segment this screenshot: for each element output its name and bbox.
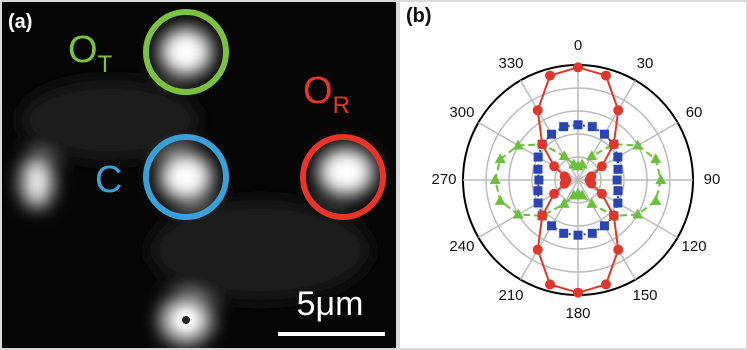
point bbox=[558, 197, 570, 208]
point bbox=[613, 198, 623, 208]
series bbox=[533, 120, 623, 240]
point bbox=[547, 221, 557, 231]
point bbox=[558, 150, 570, 161]
point bbox=[545, 70, 556, 81]
ring-core bbox=[182, 316, 190, 324]
point bbox=[545, 279, 556, 290]
point bbox=[533, 152, 543, 162]
point bbox=[613, 186, 623, 196]
point bbox=[494, 153, 506, 164]
theta-tick-label: 60 bbox=[686, 104, 703, 121]
point bbox=[573, 62, 583, 73]
point bbox=[568, 189, 580, 200]
point bbox=[568, 158, 580, 169]
marker-label: OT bbox=[68, 29, 113, 78]
circle-c bbox=[143, 134, 229, 220]
point bbox=[586, 197, 598, 208]
theta-tick-label: 120 bbox=[682, 238, 707, 255]
point bbox=[586, 150, 598, 161]
grid-spoke bbox=[478, 179, 579, 239]
theta-tick-label: 330 bbox=[498, 55, 523, 72]
point bbox=[612, 175, 622, 185]
theta-tick-label: 210 bbox=[498, 287, 523, 304]
theta-tick-label: 270 bbox=[431, 171, 456, 188]
marker-label: OR bbox=[303, 70, 350, 119]
point bbox=[573, 120, 583, 130]
point bbox=[537, 210, 548, 221]
point bbox=[600, 70, 611, 81]
point bbox=[532, 244, 543, 255]
point bbox=[587, 122, 597, 132]
point bbox=[599, 129, 609, 139]
panel-label: (b) bbox=[406, 5, 432, 27]
point bbox=[576, 158, 588, 169]
point bbox=[608, 210, 619, 221]
theta-tick-label: 0 bbox=[574, 37, 582, 54]
theta-tick-label: 90 bbox=[704, 171, 721, 188]
point bbox=[549, 188, 560, 199]
point bbox=[650, 153, 662, 164]
point bbox=[534, 175, 544, 185]
point bbox=[586, 178, 597, 189]
glow bbox=[20, 28, 374, 344]
point bbox=[547, 129, 557, 139]
marker-label: C bbox=[95, 159, 122, 201]
point bbox=[533, 186, 543, 196]
point bbox=[613, 164, 623, 174]
point bbox=[573, 230, 583, 240]
point bbox=[608, 139, 619, 150]
point bbox=[632, 208, 644, 219]
point bbox=[559, 171, 570, 182]
point bbox=[489, 174, 501, 184]
circle-ot bbox=[143, 9, 229, 95]
point bbox=[613, 152, 623, 162]
point bbox=[559, 122, 569, 132]
series bbox=[532, 62, 624, 298]
point bbox=[599, 221, 609, 231]
theta-tick-label: 240 bbox=[449, 238, 474, 255]
theta-tick-label: 180 bbox=[565, 305, 590, 322]
grid-spoke bbox=[478, 121, 579, 181]
point bbox=[533, 198, 543, 208]
point bbox=[650, 194, 662, 205]
circle-or bbox=[300, 134, 386, 220]
point bbox=[613, 244, 624, 255]
panel-a: (a) OT C OR 5μm bbox=[2, 2, 396, 348]
theta-tick-label: 30 bbox=[637, 55, 654, 72]
point bbox=[494, 194, 506, 205]
point bbox=[613, 105, 624, 116]
point bbox=[532, 105, 543, 116]
theta-tick-label: 150 bbox=[632, 287, 657, 304]
point bbox=[587, 228, 597, 238]
point bbox=[596, 161, 607, 172]
point bbox=[573, 287, 583, 298]
panel-label: (a) bbox=[8, 11, 32, 33]
grid-spoke bbox=[577, 121, 678, 181]
point bbox=[632, 139, 644, 150]
point bbox=[512, 208, 524, 219]
point bbox=[537, 139, 548, 150]
scale-bar-label: 5μm bbox=[297, 285, 364, 323]
theta-tick-label: 300 bbox=[449, 104, 474, 121]
point bbox=[549, 161, 560, 172]
point bbox=[559, 228, 569, 238]
point bbox=[596, 188, 607, 199]
point bbox=[655, 174, 667, 184]
point bbox=[533, 164, 543, 174]
point bbox=[600, 279, 611, 290]
grid-spoke bbox=[577, 179, 678, 239]
point bbox=[512, 139, 524, 150]
